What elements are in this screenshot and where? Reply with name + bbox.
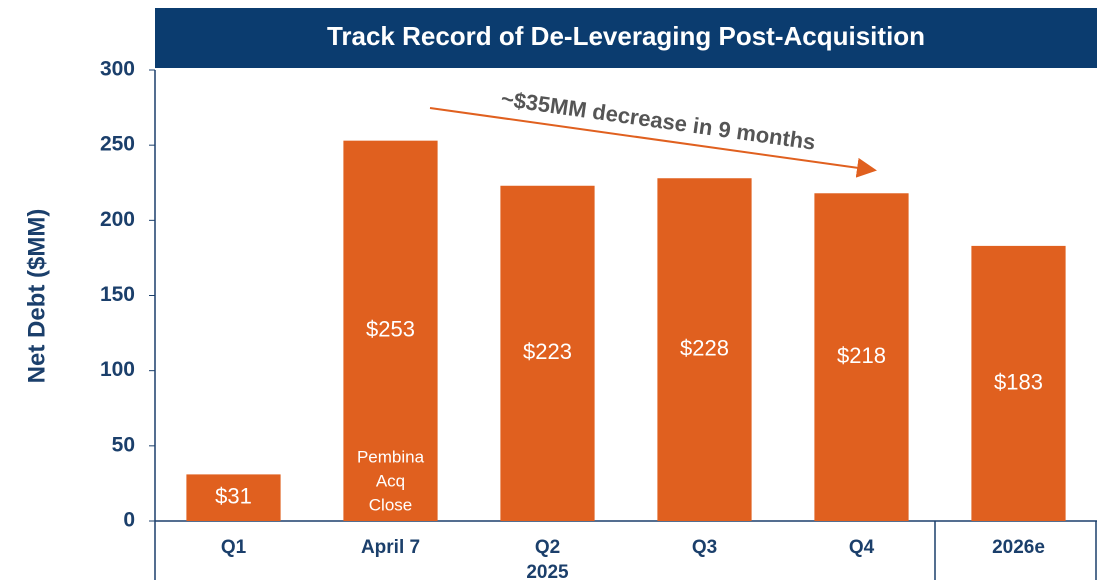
x-tick-label: Q1 <box>221 537 247 558</box>
y-tick-label: 0 <box>123 509 135 532</box>
value-label: $223 <box>523 339 572 364</box>
bar <box>500 185 595 522</box>
bar <box>186 474 281 521</box>
trend-annotation: ~$35MM decrease in 9 months <box>499 86 817 155</box>
y-tick-label: 200 <box>100 208 135 231</box>
title-banner <box>155 8 1097 68</box>
y-axis-label: Net Debt ($MM) <box>23 209 50 384</box>
value-label: $218 <box>837 343 886 368</box>
value-label: $183 <box>994 369 1043 394</box>
value-label: $253 <box>366 317 415 342</box>
group-label: 2025 <box>526 562 569 583</box>
value-label: $228 <box>680 335 729 360</box>
x-tick-label: 2026e <box>992 537 1045 558</box>
bar-annotation: Close <box>369 495 412 514</box>
x-tick-label: Q2 <box>535 537 560 558</box>
x-tick-label: Q3 <box>692 537 717 558</box>
bar <box>657 178 752 522</box>
bar-annotation: Pembina <box>357 447 425 466</box>
bar <box>971 245 1066 521</box>
y-tick-label: 300 <box>100 58 135 81</box>
y-tick-label: 150 <box>100 283 135 306</box>
x-tick-label: April 7 <box>361 537 420 558</box>
y-tick-label: 50 <box>112 433 135 456</box>
y-tick-label: 250 <box>100 133 135 156</box>
value-label: $31 <box>215 484 252 509</box>
y-tick-label: 100 <box>100 358 135 381</box>
x-tick-label: Q4 <box>849 537 875 558</box>
bar-annotation: Acq <box>376 471 405 490</box>
bar <box>343 140 438 521</box>
chart-title: Track Record of De-Leveraging Post-Acqui… <box>327 21 925 51</box>
bar <box>814 193 909 522</box>
trend-arrow <box>429 107 877 178</box>
